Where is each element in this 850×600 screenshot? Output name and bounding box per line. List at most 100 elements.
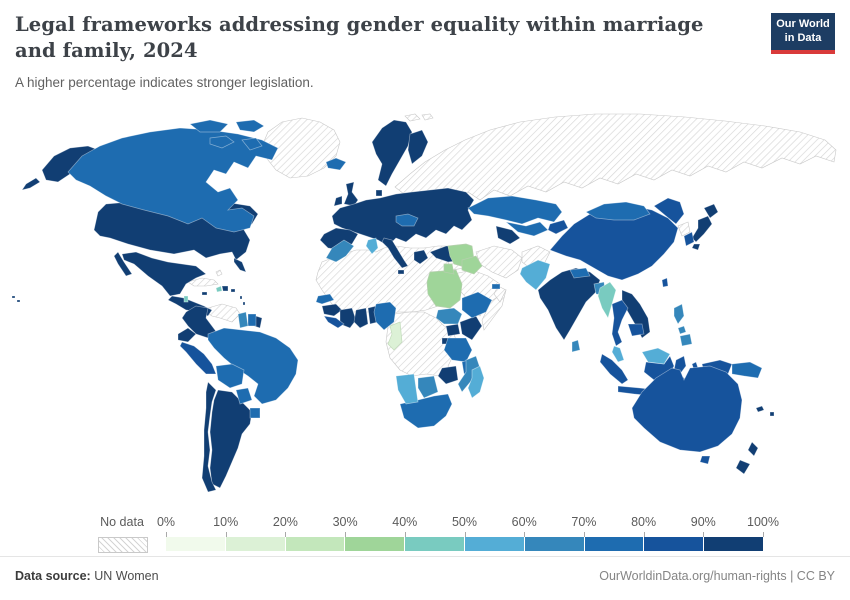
country-iran[interactable] [475, 245, 523, 279]
country-south-korea[interactable] [683, 231, 695, 247]
region-canadian-arctic-islands[interactable] [189, 119, 265, 151]
legend-tick-label: 0% [156, 515, 176, 529]
country-oman[interactable] [493, 285, 507, 303]
country-venezuela[interactable] [205, 303, 241, 323]
country-dominican-republic[interactable] [221, 285, 236, 293]
legend-tick-label: 70% [571, 515, 597, 529]
country-ireland[interactable] [333, 195, 343, 207]
country-bahamas[interactable] [215, 269, 223, 277]
country-haiti[interactable] [215, 285, 223, 293]
region-central-europe[interactable] [395, 213, 419, 227]
country-guyana[interactable] [237, 311, 249, 329]
country-argentina[interactable] [209, 389, 253, 489]
country-philippines[interactable] [673, 303, 693, 347]
region-lesser-antilles[interactable] [239, 295, 246, 306]
country-pakistan[interactable] [519, 259, 551, 291]
country-myanmar[interactable] [597, 281, 617, 319]
country-russia[interactable] [394, 113, 837, 201]
country-mongolia[interactable] [585, 201, 651, 221]
country-italy[interactable] [381, 237, 409, 275]
country-jamaica[interactable] [201, 291, 208, 296]
country-greenland[interactable] [261, 117, 341, 179]
country-kazakhstan[interactable] [467, 195, 563, 225]
country-iraq[interactable] [461, 255, 483, 275]
country-botswana[interactable] [417, 375, 439, 399]
legend-segment-30-40[interactable] [345, 537, 406, 551]
credit-link[interactable]: OurWorldinData.org/human-rights | CC BY [599, 569, 835, 583]
country-sudan[interactable] [426, 269, 463, 309]
region-scandinavia[interactable] [371, 119, 413, 197]
country-mozambique[interactable] [457, 355, 481, 393]
country-new-zealand[interactable] [735, 441, 759, 475]
country-svalbard[interactable] [404, 113, 434, 122]
country-hawaii[interactable] [11, 295, 21, 303]
country-cambodia[interactable] [627, 323, 645, 337]
country-ecuador[interactable] [177, 327, 197, 343]
country-uganda[interactable] [445, 323, 461, 337]
legend-segment-20-30[interactable] [285, 537, 346, 551]
country-fiji[interactable] [755, 405, 775, 417]
country-madagascar[interactable] [467, 365, 485, 399]
country-australia[interactable] [631, 365, 743, 453]
legend-color-scale: 0% 10% 20% 30% 40% 50% 60% 70% 80% 90% 1… [157, 515, 779, 551]
country-zimbabwe[interactable] [437, 365, 459, 385]
country-cuba[interactable] [187, 277, 219, 287]
country-namibia[interactable] [395, 373, 419, 405]
country-brazil[interactable] [207, 327, 299, 405]
country-nigeria[interactable] [373, 301, 397, 331]
legend-tick-label: 50% [451, 515, 478, 529]
country-sierra-leone-liberia[interactable] [323, 315, 345, 329]
country-uzbekistan[interactable] [505, 221, 549, 237]
country-mexico[interactable] [113, 251, 207, 297]
country-indonesia-sumatra[interactable] [599, 353, 629, 385]
country-belize[interactable] [183, 295, 189, 303]
country-kyrgyzstan-tajikistan[interactable] [547, 219, 569, 235]
country-guinea[interactable] [321, 303, 343, 317]
country-peru[interactable] [179, 341, 217, 375]
legend-segment-90-100[interactable] [704, 537, 763, 551]
country-ghana[interactable] [353, 307, 369, 329]
country-united-kingdom[interactable] [343, 181, 359, 207]
legend-segment-0-10[interactable] [166, 537, 226, 551]
country-ethiopia[interactable] [461, 291, 493, 319]
country-north-korea[interactable] [677, 221, 691, 237]
country-japan[interactable] [691, 203, 719, 251]
country-thailand[interactable] [611, 299, 629, 347]
legend-segment-60-70[interactable] [524, 537, 585, 551]
country-india[interactable] [537, 267, 601, 341]
country-south-sudan[interactable] [435, 307, 463, 325]
legend-segment-40-50[interactable] [405, 537, 465, 551]
country-turkmenistan[interactable] [495, 225, 521, 245]
country-morocco[interactable] [325, 239, 355, 263]
country-australia-tasmania[interactable] [699, 455, 711, 465]
legend-segment-10-20[interactable] [225, 537, 286, 551]
country-senegal[interactable] [315, 293, 335, 305]
country-greece[interactable] [413, 249, 429, 265]
data-source-value: UN Women [94, 569, 159, 583]
country-uruguay[interactable] [249, 407, 261, 419]
country-papua-new-guinea[interactable] [731, 361, 763, 379]
legend-segment-50-60[interactable] [464, 537, 525, 551]
owid-logo[interactable]: Our World in Data [771, 13, 835, 54]
country-nepal[interactable] [569, 267, 591, 279]
no-data-regions [187, 113, 837, 377]
country-tunisia[interactable] [365, 237, 379, 255]
country-malaysia[interactable] [611, 345, 671, 365]
legend-segment-80-90[interactable] [644, 537, 705, 551]
country-finland[interactable] [407, 129, 429, 165]
owid-logo-line2: in Data [784, 31, 822, 44]
country-cameroon[interactable] [387, 321, 403, 351]
country-uae[interactable] [491, 283, 501, 290]
chart-subtitle: A higher percentage indicates stronger l… [15, 75, 314, 90]
legend-no-data-swatch[interactable] [98, 537, 148, 553]
country-suriname[interactable] [247, 313, 257, 327]
legend-segment-70-80[interactable] [584, 537, 645, 551]
country-jordan[interactable] [443, 263, 455, 275]
country-iceland[interactable] [325, 157, 347, 171]
country-kenya[interactable] [459, 315, 483, 341]
country-paraguay[interactable] [235, 387, 253, 405]
country-bolivia[interactable] [215, 363, 245, 389]
country-sri-lanka[interactable] [571, 339, 581, 353]
country-taiwan[interactable] [661, 277, 669, 288]
country-chile[interactable] [201, 381, 217, 493]
